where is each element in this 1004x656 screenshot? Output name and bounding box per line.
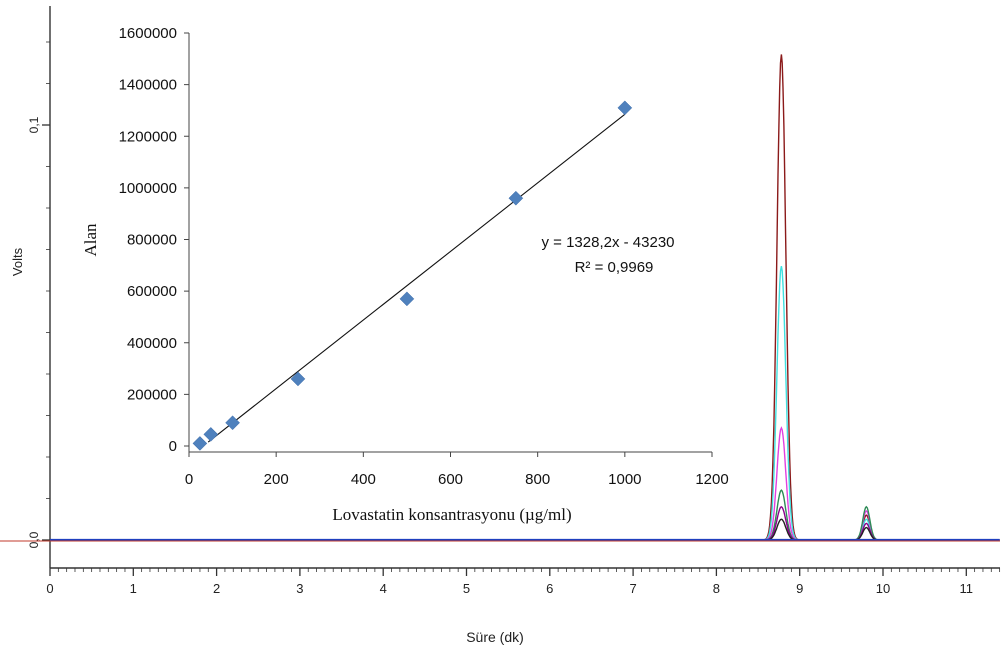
chromatogram-traces [0,54,1000,542]
chromatogram-x-tick-label: 7 [629,581,636,596]
calibration-y-tick-label: 600000 [127,283,177,300]
calibration-x-tick-label: 0 [185,471,193,488]
data-point [508,190,524,206]
calibration-y-axis-label: Alan [81,223,100,257]
calibration-y-tick-label: 400000 [127,335,177,352]
chromatogram-y-tick-label: 0,1 [27,116,41,133]
calibration-y-tick-label: 800000 [127,232,177,249]
calibration-y-tick-label: 1200000 [119,128,177,145]
data-point [399,291,415,307]
chromatogram-x-tick-label: 8 [713,581,720,596]
calibration-x-tick-label: 1000 [608,471,641,488]
calibration-x-tick-label: 600 [438,471,463,488]
chromatogram-x-tick-label: 10 [876,581,890,596]
calibration-y-tick-label: 200000 [127,386,177,403]
calibration-y-tick-label: 1400000 [119,77,177,94]
trendline-equation: y = 1328,2x - 43230 [541,234,674,251]
chromatogram-x-tick-label: 0 [46,581,53,596]
calibration-x-axis-label: Lovastatin konsantrasyonu (µg/ml) [332,505,571,524]
chromatogram-x-tick-label: 4 [380,581,387,596]
calibration-x-tick-label: 1200 [695,471,728,488]
chromatogram-x-tick-label: 5 [463,581,470,596]
calibration-y-tick-label: 1000000 [119,180,177,197]
chromatogram-x-tick-label: 2 [213,581,220,596]
data-point [192,436,208,451]
data-point [225,415,240,431]
calibration-x-tick-label: 400 [351,471,376,488]
chromatogram-x-tick-label: 11 [960,581,974,596]
chromatogram-x-tick-label: 9 [796,581,803,596]
chromatogram-x-tick-label: 6 [546,581,553,596]
r-squared-label: R² = 0,9969 [575,259,654,276]
chromatogram-x-tick-label: 3 [296,581,303,596]
chromatogram-x-axis-label: Süre (dk) [466,629,524,645]
chromatogram-x-tick-label: 1 [130,581,137,596]
data-point [290,371,306,387]
chromatogram-labels: Volts Süre (dk) [10,247,524,645]
calibration-marks [192,100,633,451]
calibration-y-tick-label: 1600000 [119,25,177,42]
data-point [203,427,219,442]
data-point [617,100,633,116]
calibration-inset: 0 200000 400000 600000 800000 1000000 1200000 1… [81,20,730,530]
calibration-x-tick-label: 200 [264,471,289,488]
calibration-y-tick-label: 0 [169,438,177,455]
trendline [207,113,626,443]
chromatogram-y-axis-label: Volts [10,247,25,276]
calibration-x-tick-label: 800 [525,471,550,488]
chromatogram-y-tick-label: 0,0 [27,531,41,548]
